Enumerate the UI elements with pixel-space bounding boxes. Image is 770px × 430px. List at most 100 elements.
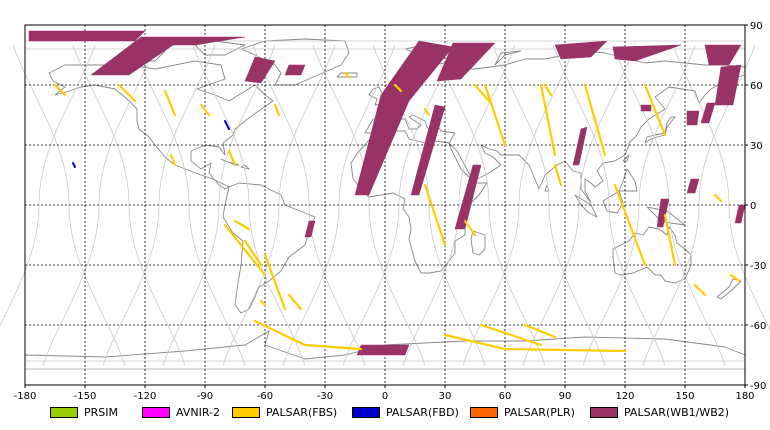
legend-swatch-prsim xyxy=(50,406,78,418)
swath-footprint xyxy=(686,178,700,194)
legend-swatch-palsar-plr xyxy=(470,406,498,418)
swath-footprint xyxy=(90,36,186,76)
swath-strip xyxy=(423,107,431,117)
swath-strip xyxy=(443,333,627,353)
swath-strip xyxy=(243,239,263,267)
swath-strip xyxy=(463,219,477,237)
lon-tick-label: 30 xyxy=(439,391,452,400)
swath-footprint xyxy=(686,110,700,126)
swath-footprint xyxy=(304,220,316,238)
swath-strip xyxy=(693,283,707,297)
axis-ticks: -180 -150 -120 -90 -60 -30 0 30 60 90 120 150 180 90 6… xyxy=(14,21,767,400)
swath-strip xyxy=(253,319,363,351)
swath-strip xyxy=(479,323,543,347)
lon-tick-label: -30 xyxy=(317,391,333,400)
swath-strip xyxy=(169,153,177,167)
legend-item-palsar-fbs: PALSAR(FBS) xyxy=(232,404,337,420)
legend-label-palsar-plr: PALSAR(PLR) xyxy=(504,405,575,419)
swath-strip xyxy=(483,83,507,147)
swath-footprint xyxy=(640,104,652,112)
lat-tick-label: -60 xyxy=(750,321,766,332)
swath-strip xyxy=(233,219,251,231)
legend-item-palsar-fbd: PALSAR(FBD) xyxy=(352,404,459,420)
swath-strip xyxy=(259,299,267,307)
swath-footprint xyxy=(356,344,410,356)
lat-tick-label: -30 xyxy=(750,261,766,272)
legend-label-palsar-fbs: PALSAR(FBS) xyxy=(266,405,338,419)
lat-tick-label: 30 xyxy=(750,141,763,152)
swath-footprint xyxy=(244,56,276,84)
swath-footprint xyxy=(734,204,746,224)
lon-tick-label: 180 xyxy=(735,391,754,400)
swath-strip xyxy=(117,83,137,103)
lon-tick-label: 90 xyxy=(559,391,572,400)
lon-tick-label: -120 xyxy=(134,391,157,400)
legend-swatch-palsar-wb xyxy=(590,406,618,418)
swath-strip xyxy=(263,253,287,311)
swath-strip xyxy=(227,149,237,167)
swath-footprint xyxy=(454,164,482,230)
swath-strip xyxy=(713,193,723,203)
swath-strip xyxy=(473,83,491,103)
lon-tick-label: 120 xyxy=(615,391,634,400)
swath-strip xyxy=(613,183,647,267)
swath-footprint xyxy=(160,36,246,46)
swath-strip xyxy=(53,83,67,97)
swath-footprint xyxy=(572,126,588,166)
swath-footprint xyxy=(612,44,682,62)
swath-footprint xyxy=(714,64,742,106)
lon-tick-label: 60 xyxy=(499,391,512,400)
lat-tick-label: 90 xyxy=(750,21,763,32)
swath-strip xyxy=(287,293,303,311)
swath-strip xyxy=(72,162,76,168)
swaths xyxy=(28,30,746,356)
graticule xyxy=(25,25,745,385)
legend-label-prsim: PRSIM xyxy=(84,405,118,419)
coverage-map: -180 -150 -120 -90 -60 -30 0 30 60 90 120 150 180 90 6… xyxy=(0,21,770,400)
lon-tick-label: 0 xyxy=(382,391,388,400)
swath-strip xyxy=(199,103,211,117)
swath-footprint xyxy=(656,198,670,228)
lat-tick-label: -90 xyxy=(750,381,766,392)
swath-strip xyxy=(729,273,741,283)
legend: PRSIM AVNIR-2 PALSAR(FBS) PALSAR(FBD) PA… xyxy=(0,402,770,422)
swath-footprint xyxy=(700,102,716,124)
legend-swatch-palsar-fbs xyxy=(232,406,260,418)
legend-label-palsar-wb: PALSAR(WB1/WB2) xyxy=(624,405,730,419)
lon-tick-label: -90 xyxy=(197,391,213,400)
swath-strip xyxy=(223,223,267,277)
lon-tick-label: -150 xyxy=(74,391,97,400)
swath-strip xyxy=(343,71,351,79)
legend-item-prsim: PRSIM xyxy=(50,404,118,420)
lat-tick-label: 0 xyxy=(750,201,756,212)
swath-strip xyxy=(393,83,403,93)
legend-item-avnir2: AVNIR-2 xyxy=(142,404,220,420)
swath-footprint xyxy=(704,44,742,66)
swath-strip xyxy=(523,323,557,339)
lon-tick-label: -60 xyxy=(257,391,273,400)
swath-strip xyxy=(273,103,281,117)
legend-label-palsar-fbd: PALSAR(FBD) xyxy=(386,405,459,419)
legend-swatch-palsar-fbd xyxy=(352,406,380,418)
lon-tick-label: -180 xyxy=(14,391,37,400)
legend-swatch-avnir2 xyxy=(142,406,170,418)
legend-item-palsar-plr: PALSAR(PLR) xyxy=(470,404,575,420)
swath-strip xyxy=(663,213,677,267)
lat-tick-label: 60 xyxy=(750,81,763,92)
swath-footprint xyxy=(410,104,446,196)
lon-tick-label: 150 xyxy=(675,391,694,400)
swath-strip xyxy=(423,183,447,247)
swath-footprint xyxy=(28,30,146,42)
swath-strip xyxy=(543,83,553,97)
coastlines xyxy=(24,38,746,370)
legend-item-palsar-wb: PALSAR(WB1/WB2) xyxy=(590,404,729,420)
swath-footprint xyxy=(554,40,608,60)
swath-footprint xyxy=(436,42,496,82)
swath-strip xyxy=(539,83,557,157)
swath-strip xyxy=(163,89,177,117)
swath-strip xyxy=(224,120,230,130)
swath-strip xyxy=(583,83,607,157)
swath-strip xyxy=(553,163,563,187)
swath-footprint xyxy=(284,64,306,76)
legend-label-avnir2: AVNIR-2 xyxy=(176,405,220,419)
